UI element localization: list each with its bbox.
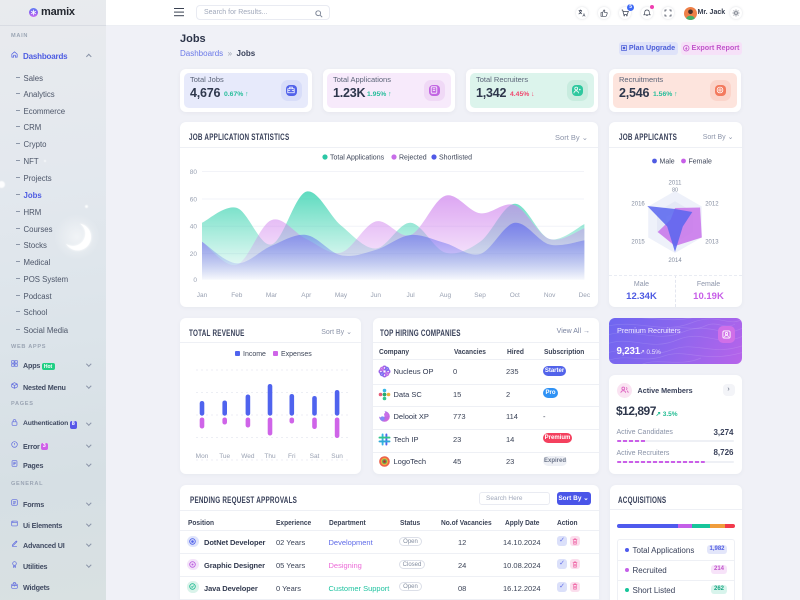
- svg-text:2016: 2016: [631, 202, 645, 208]
- svg-text:40: 40: [190, 224, 198, 231]
- svg-text:May: May: [335, 292, 348, 299]
- svg-text:Nov: Nov: [544, 292, 556, 299]
- svg-text:2014: 2014: [668, 258, 682, 264]
- svg-text:Total Applications: Total Applications: [330, 155, 385, 162]
- svg-text:Jul: Jul: [406, 292, 415, 299]
- svg-text:2011: 2011: [668, 181, 682, 187]
- svg-text:Oct: Oct: [510, 292, 520, 299]
- svg-text:A: A: [582, 12, 586, 17]
- svg-text:20: 20: [190, 251, 198, 258]
- svg-text:0: 0: [193, 277, 197, 284]
- svg-text:Sep: Sep: [474, 292, 486, 299]
- svg-text:Apr: Apr: [301, 292, 312, 299]
- svg-text:Male: Male: [659, 159, 674, 166]
- svg-text:2015: 2015: [631, 240, 645, 246]
- svg-text:Sun: Sun: [331, 453, 343, 460]
- svg-text:Fri: Fri: [288, 453, 296, 460]
- svg-text:Expenses: Expenses: [281, 351, 312, 358]
- svg-text:Sat: Sat: [310, 453, 320, 460]
- svg-text:80: 80: [671, 188, 677, 194]
- svg-text:Shortlisted: Shortlisted: [439, 155, 472, 162]
- svg-text:Mar: Mar: [266, 292, 278, 299]
- svg-text:60: 60: [190, 197, 198, 204]
- svg-text:Aug: Aug: [440, 292, 452, 299]
- svg-text:2013: 2013: [705, 240, 719, 246]
- svg-text:Female: Female: [688, 159, 711, 166]
- svg-text:Feb: Feb: [231, 292, 243, 299]
- svg-text:2012: 2012: [705, 202, 719, 208]
- svg-text:Jun: Jun: [371, 292, 382, 299]
- svg-text:Rejected: Rejected: [399, 155, 427, 162]
- svg-text:Thu: Thu: [264, 453, 276, 460]
- svg-text:Wed: Wed: [241, 453, 255, 460]
- svg-text:80: 80: [190, 169, 198, 176]
- svg-text:Tue: Tue: [219, 453, 230, 460]
- svg-text:Mon: Mon: [196, 453, 209, 460]
- svg-text:Jan: Jan: [197, 292, 208, 299]
- svg-text:Dec: Dec: [579, 292, 591, 299]
- svg-text:Income: Income: [243, 351, 266, 358]
